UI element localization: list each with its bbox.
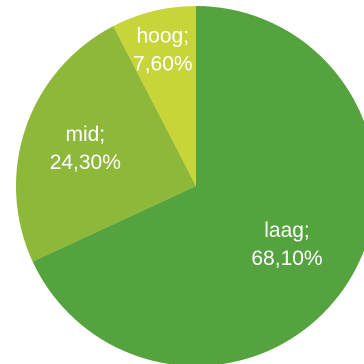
pie-label-name-laag: laag; [264, 219, 310, 242]
pie-slice-laag [32, 6, 364, 364]
pie-slice-mid [16, 26, 197, 262]
pie-label-name-hoog: hoog; [137, 25, 190, 48]
pie-label-value-mid: 24,30% [50, 151, 121, 174]
pie-slice-hoog [113, 5, 196, 186]
pie-label-value-hoog: 7,60% [133, 53, 193, 76]
pie-labels: laag; 68,10% mid; 24,30% hoog; 7,60% [50, 25, 323, 271]
pie-label-name-mid: mid; [65, 123, 105, 146]
pie-slices [16, 5, 364, 364]
pie-label-value-laag: 68,10% [251, 247, 322, 270]
